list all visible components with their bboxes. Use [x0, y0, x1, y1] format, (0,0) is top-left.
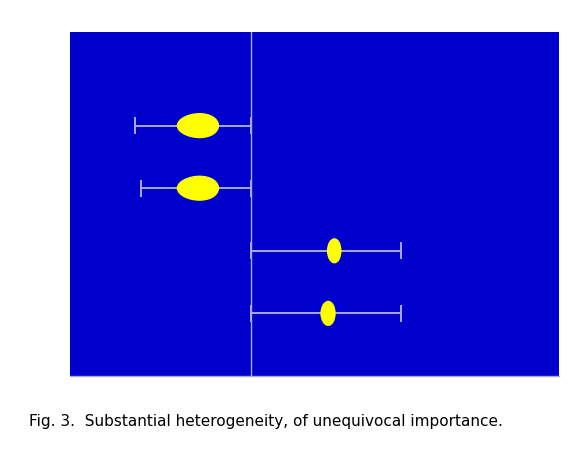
Ellipse shape	[178, 176, 218, 200]
Ellipse shape	[321, 302, 335, 325]
Ellipse shape	[328, 239, 341, 263]
Text: Fig. 3.  Substantial heterogeneity, of unequivocal importance.: Fig. 3. Substantial heterogeneity, of un…	[29, 414, 503, 429]
Ellipse shape	[178, 114, 218, 138]
